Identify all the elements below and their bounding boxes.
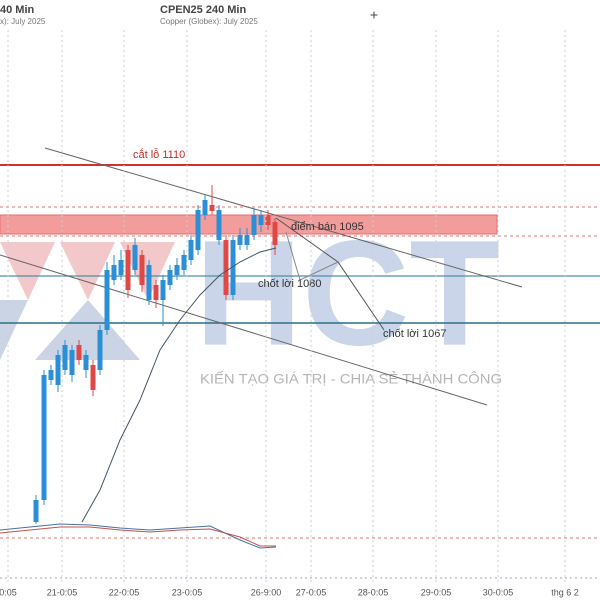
candle-body	[104, 270, 110, 330]
x-tick-label: 22-0:05	[109, 587, 140, 597]
title: CPEN25 240 Min	[160, 4, 246, 16]
candle-body	[146, 265, 152, 300]
watermark: HCT KIẾN TẠO GIÁ TRỊ - CHIA SẺ THÀNH CÔN…	[0, 209, 502, 387]
x-tick-label: 28-0:05	[358, 587, 389, 597]
watermark-shape	[0, 242, 55, 300]
candle-body	[139, 255, 145, 285]
candle-body	[41, 375, 47, 500]
candle-body	[272, 222, 278, 245]
candle-body	[118, 260, 124, 275]
candle-body	[83, 355, 89, 370]
moving-average	[81, 247, 277, 523]
tp1-label: chốt lời 1080	[258, 278, 321, 290]
candle-body	[265, 215, 271, 225]
channel-line	[0, 254, 488, 406]
candle-body	[132, 245, 138, 270]
x-tick-label: 26-9:00	[251, 587, 282, 597]
candle-body	[223, 240, 229, 295]
candle-body	[76, 345, 82, 360]
candle-body	[97, 330, 103, 370]
candle-body	[230, 240, 236, 295]
candle-body	[202, 200, 208, 215]
candle-body	[174, 265, 180, 275]
left-title: 40 Min	[0, 4, 35, 16]
x-tick-label: 27-0:05	[296, 587, 327, 597]
candle-body	[160, 280, 166, 300]
candle-body	[48, 370, 54, 380]
oscillator	[0, 526, 276, 547]
candle-body	[195, 210, 201, 250]
candle-body	[153, 285, 159, 300]
candle-body	[62, 345, 68, 370]
x-tick-label: 30-0:05	[483, 587, 514, 597]
candle-body	[111, 265, 117, 280]
candle-body	[55, 355, 61, 385]
x-tick-label: thg 6 2	[551, 587, 579, 597]
candle-body	[216, 210, 222, 240]
watermark-shape	[35, 300, 140, 360]
candle-body	[244, 235, 250, 245]
watermark-shape	[0, 300, 28, 360]
candle-body	[167, 270, 173, 285]
x-tick-label: 23-0:05	[172, 587, 203, 597]
candle-body	[237, 235, 243, 245]
stop-loss-label: cắt lỗ 1110	[133, 148, 185, 161]
candle-body	[69, 350, 75, 375]
candle-body	[209, 205, 215, 211]
subtitle: Copper (Globex): July 2025	[160, 17, 258, 26]
candle-body	[33, 500, 39, 522]
watermark-shape	[60, 242, 115, 300]
x-tick-label: 0:05	[0, 587, 17, 597]
projection-path	[285, 231, 339, 281]
sell-label: điểm bán 1095	[291, 221, 364, 233]
candle-body	[90, 365, 96, 390]
candle-body	[181, 255, 187, 270]
oscillator	[0, 523, 277, 549]
candle-body	[188, 240, 194, 260]
x-tick-label: 29-0:05	[421, 587, 452, 597]
sell-zone	[0, 214, 498, 235]
x-tick-label: 21-0:05	[47, 587, 78, 597]
candle-body	[258, 215, 264, 225]
tp2-label: chốt lời 1067	[383, 328, 446, 340]
watermark-tagline: KIẾN TẠO GIÁ TRỊ - CHIA SẺ THÀNH CÔNG	[200, 371, 502, 387]
candle-body	[125, 250, 131, 290]
crosshair: +	[370, 7, 378, 23]
left-subtitle: x): July 2025	[0, 17, 46, 26]
candle-body	[251, 215, 257, 235]
